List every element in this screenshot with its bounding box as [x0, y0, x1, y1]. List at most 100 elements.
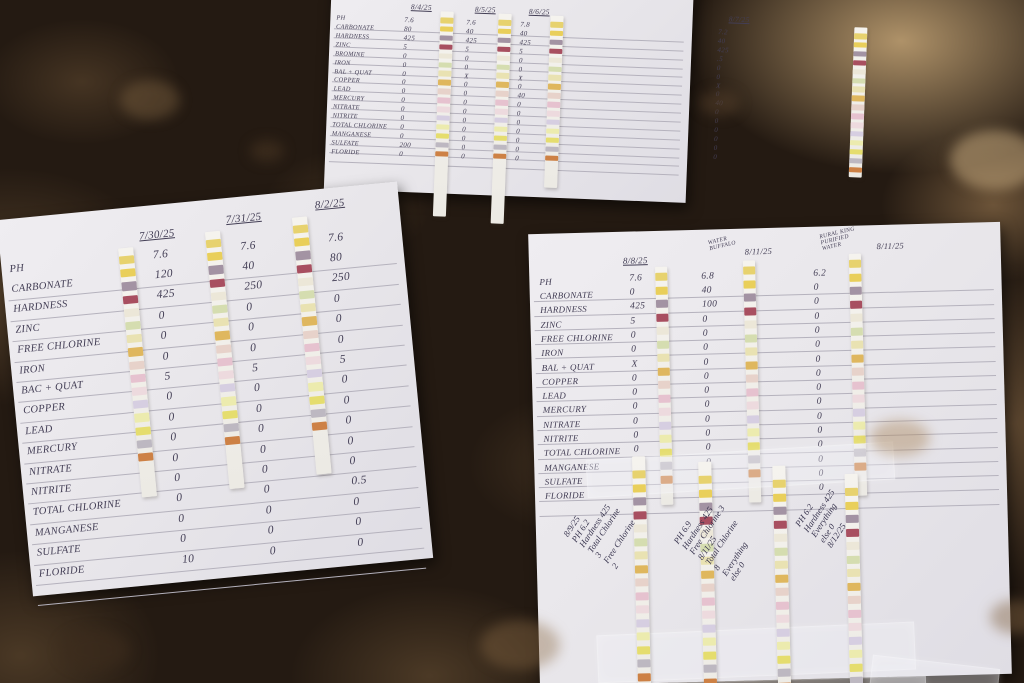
- row-value: 0: [343, 393, 351, 407]
- strip-pad: [656, 340, 670, 349]
- row-value: 0: [255, 402, 263, 415]
- row-value: 200: [399, 140, 412, 149]
- strip-pad: [213, 317, 229, 328]
- strip-pad: [846, 555, 860, 564]
- strip-pad: [774, 547, 788, 556]
- strip-pad: [851, 104, 865, 111]
- strip-pad: [659, 421, 672, 430]
- strip-pad: [744, 306, 757, 316]
- strip-pad: [852, 408, 866, 417]
- strip-pad: [632, 483, 646, 493]
- strip-pad: [131, 386, 148, 397]
- row-value: 5: [630, 316, 636, 327]
- strip-pad: [655, 299, 669, 309]
- row-label: TOTAL CHLORINE: [543, 446, 621, 459]
- row-value: 0: [402, 51, 407, 60]
- row-value: 0: [160, 329, 168, 343]
- strip-pad: [773, 493, 787, 502]
- row-label: SULFATE: [331, 138, 360, 147]
- strip-pad: [120, 268, 136, 278]
- strip-pad: [128, 360, 145, 370]
- row-label: SULFATE: [544, 475, 583, 487]
- strip-pad: [439, 35, 453, 42]
- strip-pad: [126, 333, 143, 344]
- row-value: 0: [401, 87, 406, 96]
- strip-pad: [299, 290, 315, 300]
- strip-pad: [439, 26, 454, 33]
- row-label: NITRATE: [543, 418, 581, 430]
- date-header: 8/6/25: [528, 6, 550, 17]
- row-value: 425: [403, 33, 416, 43]
- row-value: 250: [331, 270, 351, 285]
- strip-pad: [493, 135, 508, 142]
- row-value: 6.8: [701, 271, 715, 282]
- strip-pad: [853, 42, 867, 49]
- row-value: 425: [465, 36, 478, 45]
- strip-pad: [698, 475, 712, 485]
- row-value: 0: [516, 109, 521, 118]
- strip-pad: [494, 108, 509, 115]
- strip-pad: [438, 52, 453, 59]
- strip-pad: [853, 33, 868, 40]
- strip-pad: [702, 637, 717, 647]
- strip-pad: [547, 83, 562, 90]
- strip-pad: [497, 28, 512, 35]
- strip-pad: [546, 128, 560, 135]
- row-value: 7.2: [717, 28, 728, 37]
- row-label: NITRITE: [332, 112, 358, 121]
- row-value: .5: [716, 54, 724, 63]
- strip-pad: [849, 676, 864, 683]
- strip-pad: [208, 265, 224, 275]
- row-value: 0: [814, 325, 820, 336]
- row-label: ZINC: [335, 41, 351, 49]
- row-value: 0: [713, 134, 719, 143]
- row-value: 250: [243, 279, 264, 294]
- row-value: 80: [329, 251, 343, 265]
- strip-pad: [852, 381, 865, 390]
- row-value: 0: [815, 368, 822, 379]
- strip-pad: [634, 564, 649, 574]
- strip-pad: [852, 59, 867, 66]
- strip-pad: [495, 81, 510, 88]
- row-label: BROMINE: [334, 49, 365, 59]
- strip-pad: [743, 279, 756, 289]
- strip-pad: [851, 95, 865, 102]
- row-label: HARDNESS: [335, 32, 370, 41]
- strip-pad: [546, 110, 561, 117]
- row-label: CARBONATE: [539, 289, 594, 301]
- strip-pad: [292, 224, 309, 234]
- strip-pad: [746, 387, 759, 397]
- row-value: 5: [519, 47, 524, 56]
- strip-pad: [224, 435, 241, 446]
- strip-pad: [307, 382, 324, 392]
- row-label: IRON: [334, 58, 351, 67]
- row-value: 0: [158, 309, 166, 322]
- date-header: 8/11/25: [744, 245, 773, 257]
- strip-pad: [849, 663, 863, 672]
- date-header: 7/30/25: [138, 227, 176, 243]
- strip-pad: [132, 399, 149, 410]
- strip-pad: [849, 139, 864, 146]
- row-value: 0: [259, 443, 267, 456]
- strip-pad: [853, 421, 866, 431]
- strip-pad: [745, 360, 758, 370]
- strip-pad: [848, 622, 862, 632]
- row-label: NITRITE: [543, 433, 579, 444]
- strip-pad: [295, 250, 311, 261]
- date-header: 8/11/25: [876, 240, 905, 252]
- strip-pad: [851, 367, 864, 377]
- row-value: 0: [515, 153, 520, 163]
- row-value: 0: [179, 532, 187, 546]
- row-value: 0: [263, 483, 271, 497]
- row-label: FLORIDE: [331, 147, 360, 156]
- strip-pad: [440, 17, 454, 24]
- strip-pad: [125, 320, 141, 331]
- strip-pad: [311, 421, 328, 432]
- strip-pad: [635, 591, 649, 601]
- strip-pad: [701, 570, 715, 579]
- row-value: 0: [173, 471, 181, 485]
- strip-pad: [634, 551, 648, 560]
- strip-pad: [436, 106, 451, 113]
- strip-pad: [774, 533, 788, 543]
- strip-pad: [438, 61, 452, 68]
